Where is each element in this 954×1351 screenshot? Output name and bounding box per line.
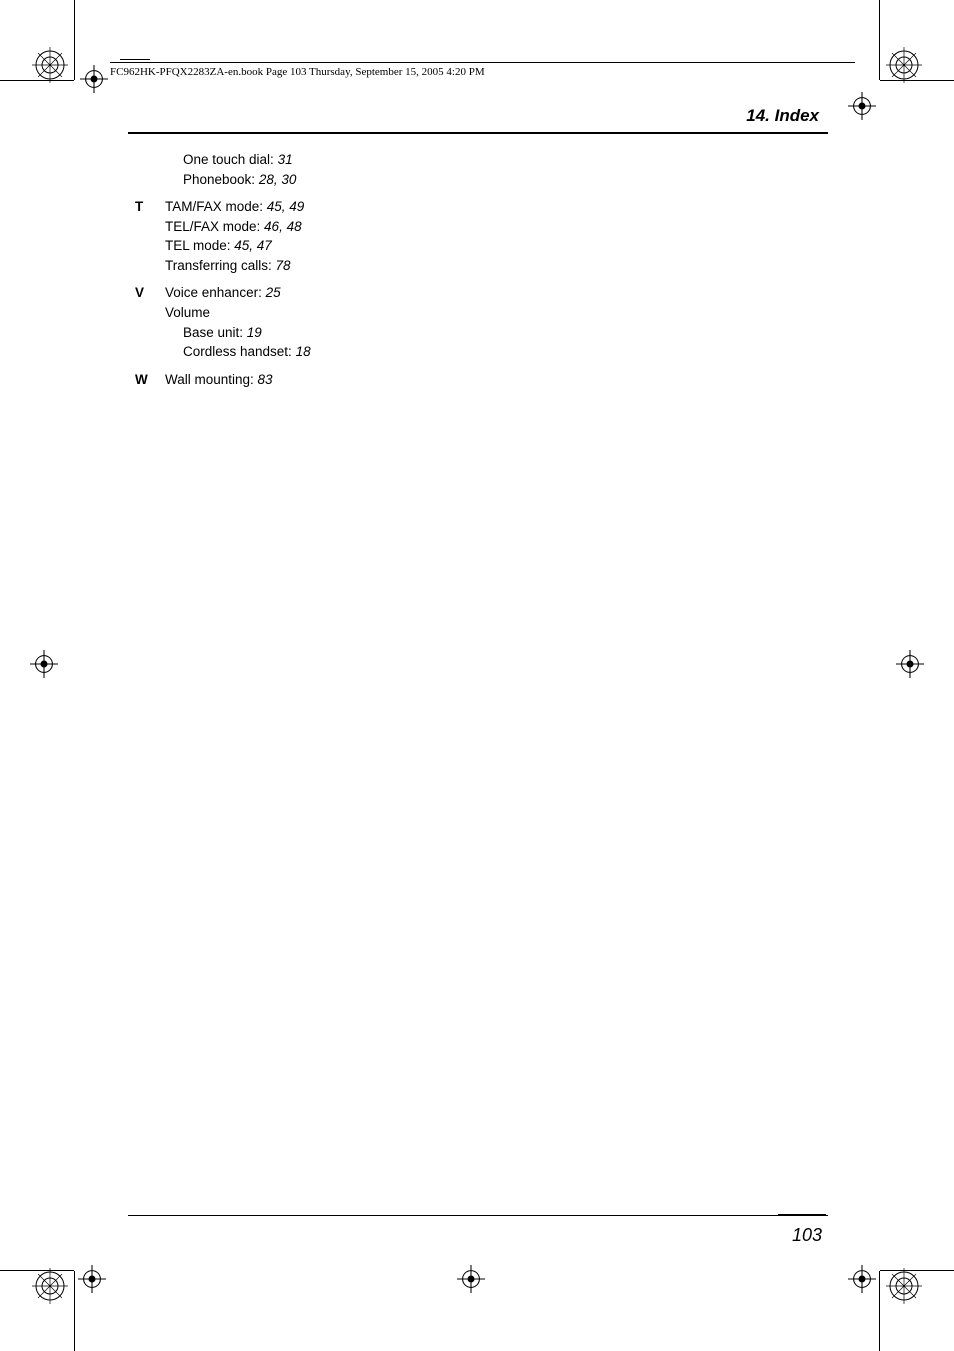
page-number: 103 [792, 1225, 822, 1246]
index-group: TTAM/FAX mode: 45, 49TEL/FAX mode: 46, 4… [135, 197, 311, 275]
index-entry-label: TEL/FAX mode: [165, 219, 264, 234]
section-title: 14. Index [746, 106, 819, 126]
index-entry: Cordless handset: 18 [135, 342, 311, 362]
crop-mark [879, 0, 880, 80]
index-entry-pages: 25 [266, 285, 281, 300]
registration-mark-icon [457, 1265, 485, 1293]
index-entry-pages: 18 [296, 344, 311, 359]
index-entry: Volume [135, 303, 311, 323]
registration-mark-icon [78, 1265, 106, 1293]
registration-mark-icon [896, 650, 924, 678]
index-entry-pages: 46, 48 [264, 219, 302, 234]
page-number-rule [778, 1214, 826, 1216]
registration-mark-icon [30, 1266, 70, 1306]
index-entry: W Wall mounting: 83 [135, 370, 311, 390]
registration-mark-icon [884, 1266, 924, 1306]
index-entry-label: Wall mounting: [165, 372, 258, 387]
index-group: W Wall mounting: 83 [135, 370, 311, 390]
running-header: FC962HK-PFQX2283ZA-en.book Page 103 Thur… [110, 62, 855, 78]
index-entry: Phonebook: 28, 30 [135, 170, 311, 190]
index-group: VVoice enhancer: 25VolumeBase unit: 19Co… [135, 283, 311, 361]
index-entry: One touch dial: 31 [135, 150, 311, 170]
index-entry-label: Cordless handset: [183, 344, 296, 359]
index-entry-label: TAM/FAX mode: [165, 199, 267, 214]
index-entry-label: Volume [165, 305, 210, 320]
index-letter: W [135, 370, 148, 390]
index-entry-pages: 45, 47 [234, 238, 272, 253]
index-entry-pages: 45, 49 [267, 199, 305, 214]
index-entry-pages: 83 [258, 372, 273, 387]
crop-mark [74, 1271, 75, 1351]
index-entry: T TAM/FAX mode: 45, 49 [135, 197, 311, 217]
crop-mark [74, 0, 75, 80]
index-entry-label: Voice enhancer: [165, 285, 266, 300]
registration-mark-icon [80, 65, 108, 93]
index-entry-pages: 19 [247, 325, 262, 340]
index-entry: TEL/FAX mode: 46, 48 [135, 217, 311, 237]
index-entry-label: Phonebook: [183, 172, 259, 187]
index-entry-pages: 28, 30 [259, 172, 297, 187]
index-letter: V [135, 283, 144, 303]
index-entry-label: TEL mode: [165, 238, 234, 253]
registration-mark-icon [848, 1265, 876, 1293]
index-letter: T [135, 197, 143, 217]
index-entry-label: Base unit: [183, 325, 247, 340]
running-header-text: FC962HK-PFQX2283ZA-en.book Page 103 Thur… [110, 66, 485, 78]
footer-rule [128, 1215, 828, 1216]
registration-mark-icon [884, 45, 924, 85]
registration-mark-icon [30, 45, 70, 85]
index-entry: Transferring calls: 78 [135, 256, 311, 276]
index-entry-pages: 78 [276, 258, 291, 273]
index-entry-pages: 31 [278, 152, 293, 167]
registration-mark-icon [30, 650, 58, 678]
index-entry: V Voice enhancer: 25 [135, 283, 311, 303]
index-entry: TEL mode: 45, 47 [135, 236, 311, 256]
crop-mark [879, 1271, 880, 1351]
index-entry: Base unit: 19 [135, 323, 311, 343]
registration-mark-icon [848, 92, 876, 120]
header-overline [120, 59, 150, 60]
index-entry-label: One touch dial: [183, 152, 278, 167]
section-rule [128, 132, 828, 134]
index-body: One touch dial: 31Phonebook: 28, 30 TTAM… [135, 150, 311, 389]
index-entry-label: Transferring calls: [165, 258, 276, 273]
